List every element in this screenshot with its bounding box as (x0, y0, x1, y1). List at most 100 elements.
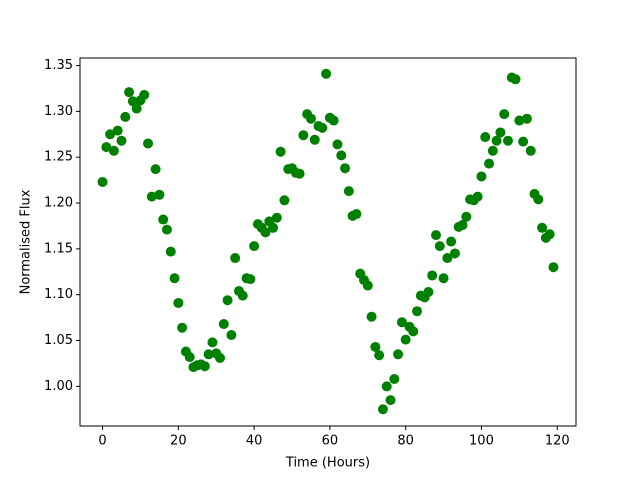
data-point (108, 145, 119, 156)
data-point (203, 349, 214, 360)
data-point (143, 138, 154, 149)
data-point (332, 139, 343, 150)
y-axis-label: Normalised Flux (19, 189, 34, 294)
data-point (226, 330, 237, 341)
data-point (548, 262, 559, 273)
x-tick-label: 60 (322, 434, 339, 449)
data-point (510, 74, 521, 85)
data-point (495, 127, 506, 138)
axes-frame (79, 57, 577, 427)
y-tick-label: 1.15 (44, 241, 73, 256)
y-tick-label: 1.05 (44, 333, 73, 348)
data-point (423, 286, 434, 297)
data-point (499, 109, 510, 120)
data-point (328, 115, 339, 126)
data-point (249, 241, 260, 252)
x-tick-label: 0 (98, 434, 106, 449)
data-point (294, 168, 305, 179)
data-point (374, 350, 385, 361)
data-point (218, 319, 229, 330)
data-point (275, 146, 286, 157)
x-tick-label: 40 (246, 434, 263, 449)
data-point (544, 229, 555, 240)
y-tick-label: 1.10 (44, 287, 73, 302)
data-point (393, 349, 404, 360)
data-point (389, 374, 400, 385)
data-point (385, 395, 396, 406)
data-point (154, 189, 165, 200)
data-point (268, 222, 279, 233)
data-point (377, 404, 388, 415)
data-point (537, 222, 548, 233)
y-tick-label: 1.00 (44, 379, 73, 394)
data-point (480, 132, 491, 143)
data-point (502, 135, 513, 146)
data-point (381, 381, 392, 392)
y-tick-label: 1.25 (44, 150, 73, 165)
data-point (230, 253, 241, 264)
data-point (442, 253, 453, 264)
data-point (438, 273, 449, 284)
data-point (215, 352, 226, 363)
data-point (173, 297, 184, 308)
x-axis-label: Time (Hours) (285, 456, 370, 471)
data-point (321, 68, 332, 79)
data-point (150, 164, 161, 175)
data-point (533, 194, 544, 205)
data-point (370, 341, 381, 352)
data-point (336, 150, 347, 161)
data-point (476, 171, 487, 182)
data-point (112, 125, 123, 136)
data-point (207, 337, 218, 348)
y-tick-label: 1.30 (44, 104, 73, 119)
data-point (521, 113, 532, 124)
data-point (525, 145, 536, 156)
data-point (146, 191, 157, 202)
x-tick-label: 100 (469, 434, 494, 449)
data-point (165, 246, 176, 257)
y-tick-label: 1.35 (44, 58, 73, 73)
data-point (177, 322, 188, 333)
x-tick-label: 20 (170, 434, 187, 449)
data-point (518, 136, 529, 147)
data-point (343, 186, 354, 197)
data-point (446, 236, 457, 247)
data-point (222, 295, 233, 306)
data-point (161, 224, 172, 235)
y-tick-label: 1.20 (44, 196, 73, 211)
data-point (484, 158, 495, 169)
data-point (169, 273, 180, 284)
data-point (362, 280, 373, 291)
data-point (97, 176, 108, 187)
data-point (199, 361, 210, 372)
data-point (396, 317, 407, 328)
data-point (105, 129, 116, 140)
x-tick-label: 80 (397, 434, 414, 449)
data-point (305, 113, 316, 124)
data-point (514, 115, 525, 126)
data-point (124, 87, 135, 98)
data-point (309, 134, 320, 145)
data-point (430, 230, 441, 241)
data-point (457, 220, 468, 231)
data-point (472, 191, 483, 202)
x-tick-label: 120 (545, 434, 570, 449)
data-point (408, 326, 419, 337)
data-point (449, 248, 460, 259)
data-point (487, 145, 498, 156)
data-point (491, 135, 502, 146)
data-point (366, 311, 377, 322)
data-point (400, 334, 411, 345)
data-point (101, 142, 112, 153)
data-point (127, 96, 138, 107)
data-point (434, 241, 445, 252)
data-point (116, 135, 127, 146)
data-point (317, 122, 328, 133)
data-point (461, 211, 472, 222)
data-point (279, 195, 290, 206)
data-point (427, 270, 438, 281)
data-point (131, 103, 142, 114)
